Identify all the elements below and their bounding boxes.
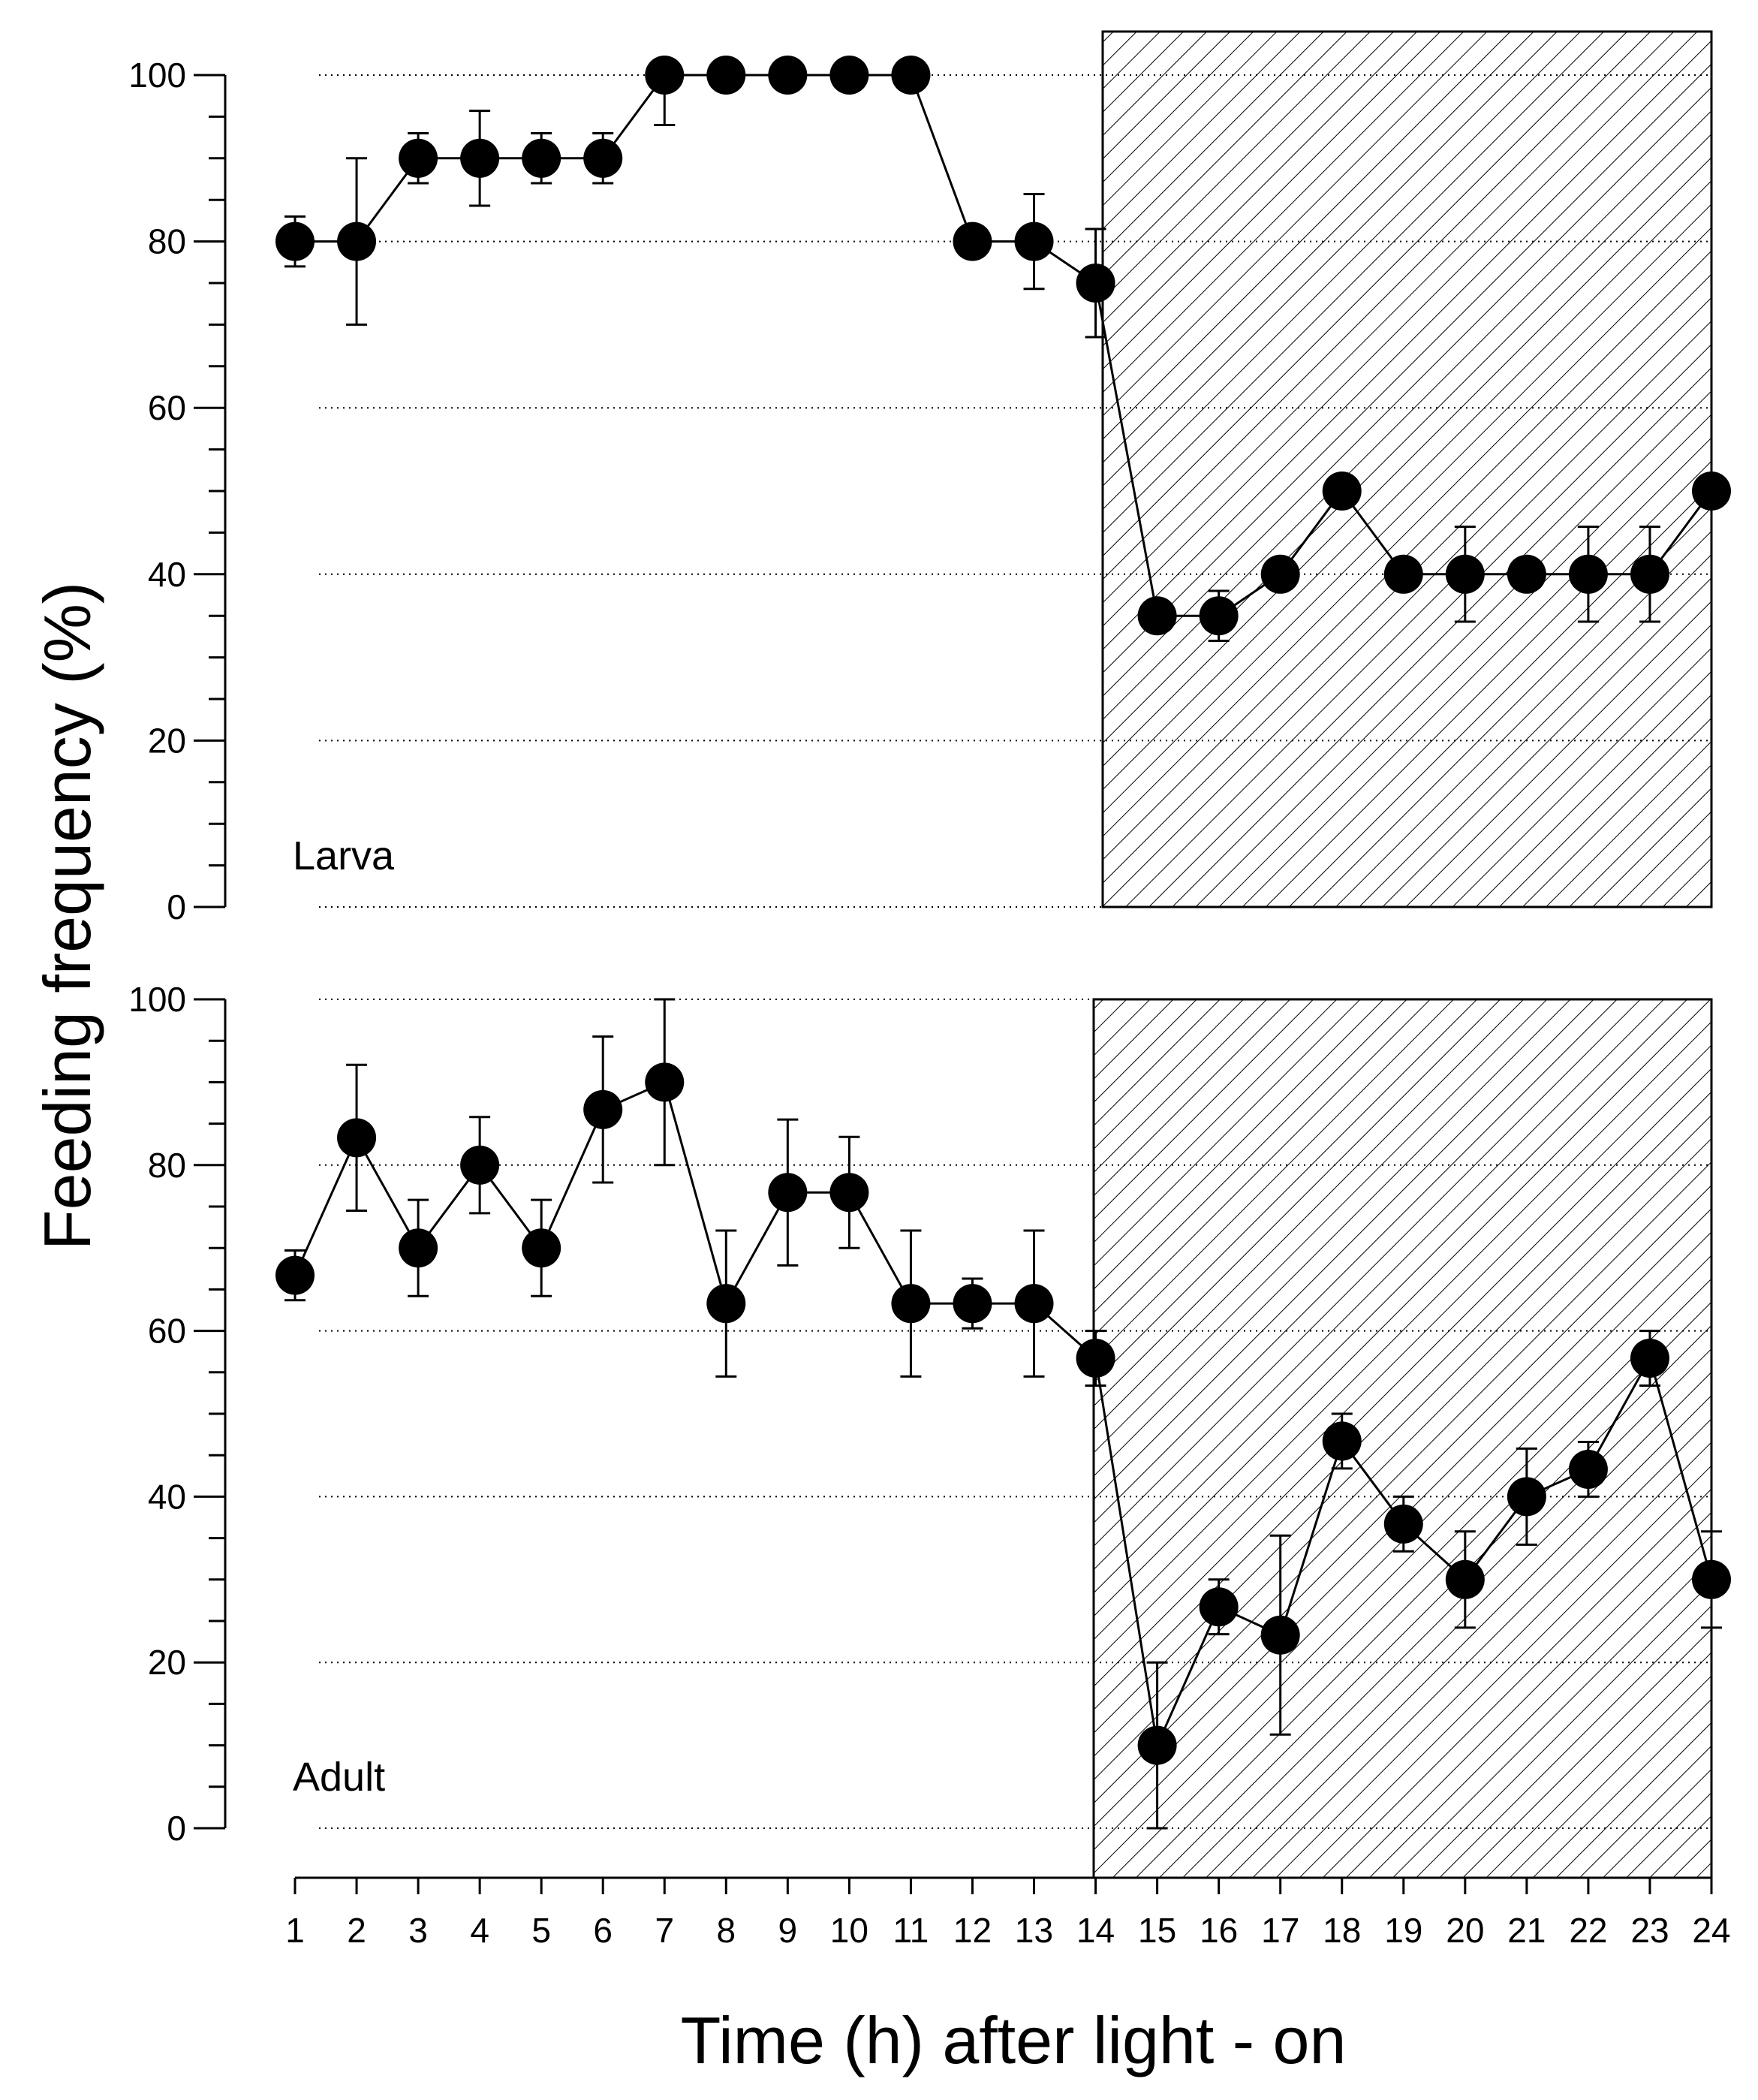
y-axis-title: Feeding frequency (%) [30,582,104,1250]
x-tick-label: 5 [531,1911,551,1950]
x-tick-label: 12 [953,1911,992,1950]
x-axis-title: Time (h) after light - on [681,2003,1347,2077]
data-point [1137,596,1177,636]
x-tick-label: 13 [1015,1911,1053,1950]
data-point [1568,554,1608,594]
data-point [460,138,500,178]
y-tick-label: 0 [167,887,186,926]
x-tick-label: 23 [1630,1911,1669,1950]
x-tick-label: 21 [1507,1911,1546,1950]
x-tick-label: 10 [830,1911,868,1950]
x-tick-label: 6 [593,1911,613,1950]
data-point [1507,1477,1546,1517]
data-point [706,56,746,95]
y-tick-label: 0 [167,1809,186,1848]
data-point [1260,554,1300,594]
x-tick-label: 20 [1446,1911,1484,1950]
data-point [645,56,685,95]
y-tick-label: 40 [148,555,186,594]
data-point [583,138,623,178]
data-point [522,138,561,178]
data-point [953,1284,992,1324]
data-point [1322,1421,1362,1461]
x-tick-label: 22 [1569,1911,1607,1950]
panel-label: Adult [293,1755,385,1800]
data-point [1692,1559,1731,1599]
x-tick-label: 8 [717,1911,736,1950]
data-point [1076,264,1115,303]
data-point [768,56,808,95]
data-point [460,1145,500,1185]
data-point [1568,1449,1608,1489]
y-tick-label: 80 [148,1146,186,1185]
x-tick-label: 18 [1323,1911,1361,1950]
data-point [337,1118,377,1158]
data-point [1322,472,1362,511]
data-point [1260,1615,1300,1655]
data-point [1445,554,1485,594]
dark-period-shading [1092,998,1713,1879]
y-tick-label: 40 [148,1477,186,1516]
x-tick-label: 19 [1384,1911,1422,1950]
data-point [1383,554,1423,594]
x-tick-label: 4 [470,1911,489,1950]
data-point [706,1284,746,1324]
dark-period-shading [1101,30,1713,908]
data-point [1383,1504,1423,1544]
data-point [768,1173,808,1213]
x-tick-label: 14 [1076,1911,1115,1950]
x-tick-label: 7 [655,1911,674,1950]
data-point [275,1255,315,1295]
y-tick-label: 100 [128,980,186,1019]
data-point [1199,1587,1239,1627]
data-point [399,1228,438,1268]
data-point [829,1173,869,1213]
data-point [891,56,931,95]
data-point [583,1089,623,1129]
x-tick-label: 11 [893,1911,929,1950]
data-point [1507,554,1546,594]
data-point [275,221,315,261]
data-point [1199,596,1239,636]
data-point [829,56,869,95]
data-point [522,1228,561,1268]
x-tick-label: 16 [1200,1911,1238,1950]
y-tick-label: 20 [148,721,186,760]
y-tick-label: 100 [128,56,186,95]
data-point [1692,472,1731,511]
data-point [399,138,438,178]
data-point [1630,554,1669,594]
x-tick-label: 24 [1692,1911,1730,1950]
y-tick-label: 60 [148,1312,186,1351]
x-tick-label: 3 [408,1911,428,1950]
data-point [1076,1339,1115,1378]
data-point [953,221,992,261]
data-point [337,221,377,261]
y-tick-label: 60 [148,388,186,427]
larva-panel: 0 20 40 60 80 100 Larva [128,30,1731,926]
data-point [1445,1559,1485,1599]
x-tick-label: 17 [1261,1911,1299,1950]
y-tick-label: 20 [148,1643,186,1682]
y-tick-label: 80 [148,222,186,261]
x-tick-label: 15 [1138,1911,1176,1950]
data-point [1014,221,1054,261]
data-point [1137,1725,1177,1765]
data-point [645,1062,685,1102]
adult-panel: 0 20 40 60 80 100 Adult [128,980,1731,1879]
x-tick-label: 2 [347,1911,366,1950]
time-axis: 1 2 3 4 5 6 7 8 9 10 11 12 13 14 15 16 17 18 19 20 21 22 23 24 [285,1876,1731,1950]
x-tick-label: 1 [285,1911,305,1950]
x-tick-label: 9 [778,1911,798,1950]
data-point [1630,1339,1669,1378]
panel-label: Larva [293,833,395,878]
data-point [1014,1284,1054,1324]
data-point [891,1284,931,1324]
